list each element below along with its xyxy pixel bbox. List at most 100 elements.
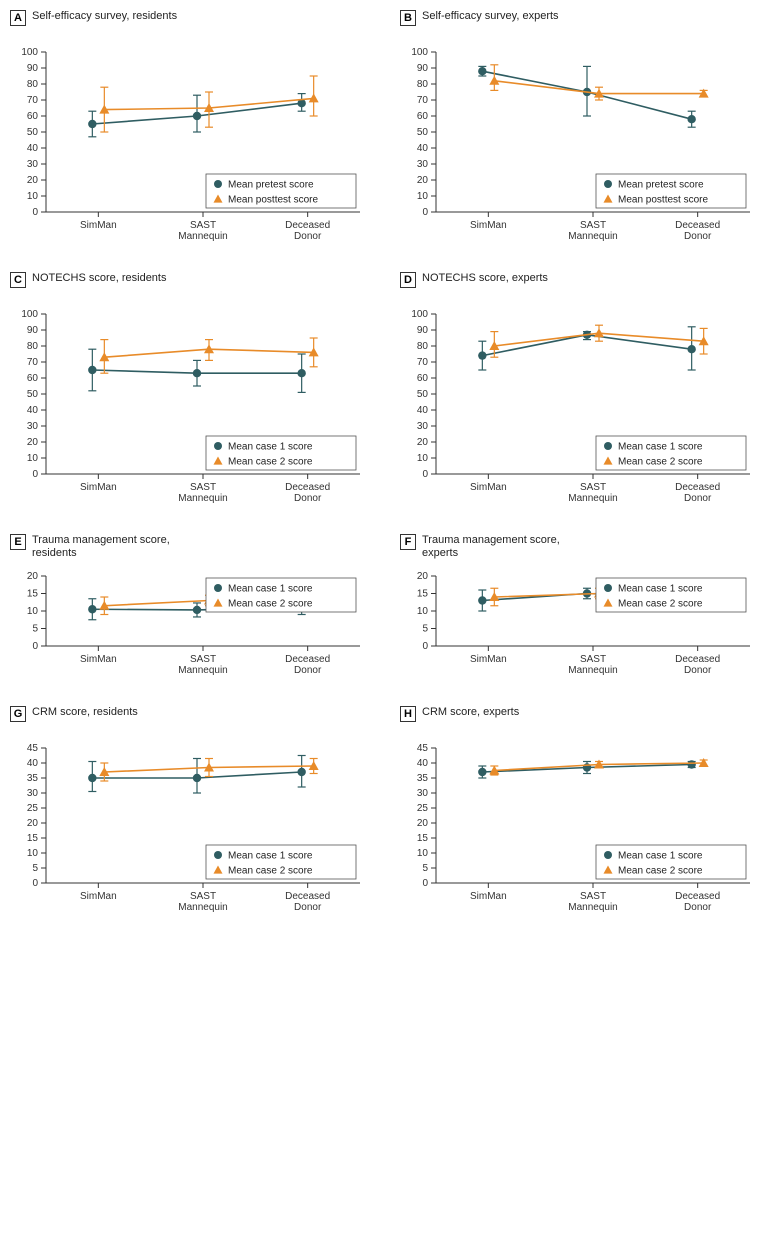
panel-letter: G bbox=[10, 706, 26, 722]
y-tick-label: 50 bbox=[27, 389, 39, 400]
legend-label: Mean posttest score bbox=[228, 195, 318, 206]
legend: Mean case 1 scoreMean case 2 score bbox=[596, 578, 746, 612]
x-tick-label: SimMan bbox=[80, 891, 117, 902]
x-tick-label: Donor bbox=[684, 902, 712, 913]
y-tick-label: 80 bbox=[27, 341, 39, 352]
y-tick-label: 0 bbox=[422, 469, 428, 480]
legend: Mean case 1 scoreMean case 2 score bbox=[206, 578, 356, 612]
y-tick-label: 70 bbox=[27, 357, 39, 368]
marker-circle bbox=[478, 351, 486, 359]
panel-c: CNOTECHS score, residents010203040506070… bbox=[10, 272, 380, 516]
x-tick-label: SimMan bbox=[470, 891, 507, 902]
legend: Mean case 1 scoreMean case 2 score bbox=[596, 436, 746, 470]
x-tick-label: Mannequin bbox=[178, 665, 227, 676]
x-tick-label: Deceased bbox=[285, 482, 330, 493]
x-tick-label: Mannequin bbox=[568, 665, 617, 676]
y-tick-label: 100 bbox=[411, 309, 428, 320]
y-tick-label: 90 bbox=[27, 325, 39, 336]
y-tick-label: 10 bbox=[27, 848, 39, 859]
y-tick-label: 15 bbox=[417, 589, 429, 600]
y-tick-label: 40 bbox=[27, 405, 39, 416]
y-tick-label: 60 bbox=[27, 111, 39, 122]
x-tick-label: Mannequin bbox=[568, 231, 617, 242]
x-tick-label: Mannequin bbox=[568, 493, 617, 504]
y-tick-label: 45 bbox=[417, 743, 429, 754]
legend-label: Mean pretest score bbox=[618, 180, 704, 191]
panel-title: CRM score, residents bbox=[32, 706, 138, 719]
legend-label: Mean case 2 score bbox=[618, 457, 703, 468]
y-tick-label: 30 bbox=[27, 788, 39, 799]
y-tick-label: 40 bbox=[417, 405, 429, 416]
y-tick-label: 5 bbox=[422, 624, 428, 635]
y-tick-label: 50 bbox=[27, 127, 39, 138]
panel-letter: E bbox=[10, 534, 26, 550]
y-tick-label: 40 bbox=[27, 758, 39, 769]
y-tick-label: 60 bbox=[417, 111, 429, 122]
legend-label: Mean case 2 score bbox=[618, 866, 703, 877]
x-tick-label: SAST bbox=[190, 891, 216, 902]
marker-circle bbox=[193, 369, 201, 377]
x-tick-label: Deceased bbox=[675, 891, 720, 902]
chart-wrap: 051015202530354045SimManSASTMannequinDec… bbox=[400, 740, 770, 925]
legend-label: Mean case 2 score bbox=[228, 599, 313, 610]
legend: Mean case 1 score Mean case 2 score bbox=[596, 845, 746, 879]
y-tick-label: 40 bbox=[27, 143, 39, 154]
x-tick-label: SAST bbox=[580, 482, 606, 493]
y-tick-label: 45 bbox=[27, 743, 39, 754]
y-tick-label: 20 bbox=[27, 175, 39, 186]
y-tick-label: 80 bbox=[27, 79, 39, 90]
x-tick-label: Donor bbox=[684, 231, 712, 242]
marker-circle bbox=[478, 768, 486, 776]
y-tick-label: 35 bbox=[27, 773, 39, 784]
y-tick-label: 20 bbox=[417, 175, 429, 186]
panel-h: HCRM score, experts051015202530354045Sim… bbox=[400, 706, 770, 925]
x-tick-label: SAST bbox=[190, 482, 216, 493]
y-tick-label: 30 bbox=[27, 159, 39, 170]
x-tick-label: SAST bbox=[580, 891, 606, 902]
chart: 05101520SimManSASTMannequinDeceasedDonor… bbox=[10, 568, 370, 688]
panel-letter: F bbox=[400, 534, 416, 550]
legend-label: Mean case 1 score bbox=[618, 584, 703, 595]
marker-circle bbox=[88, 366, 96, 374]
chart-wrap: 0102030405060708090100SimManSASTMannequi… bbox=[400, 44, 770, 254]
panel-header: FTrauma management score,experts bbox=[400, 534, 770, 564]
panel-title: Trauma management score,residents bbox=[32, 534, 170, 560]
panel-title: Self-efficacy survey, experts bbox=[422, 10, 559, 23]
y-tick-label: 20 bbox=[417, 818, 429, 829]
panel-b: B Self-efficacy survey, experts 0102030405… bbox=[400, 10, 770, 254]
panel-f: FTrauma management score,experts05101520… bbox=[400, 534, 770, 688]
y-tick-label: 20 bbox=[417, 571, 429, 582]
x-tick-label: Donor bbox=[294, 665, 322, 676]
panel-header: G CRM score, residents bbox=[10, 706, 380, 736]
marker-circle bbox=[687, 345, 695, 353]
panel-e: E Trauma management score,residents 051015… bbox=[10, 534, 380, 688]
y-tick-label: 15 bbox=[27, 589, 39, 600]
legend: Mean case 1 scoreMean case 2 score bbox=[206, 436, 356, 470]
y-tick-label: 30 bbox=[27, 421, 39, 432]
legend-label: Mean case 2 score bbox=[228, 457, 313, 468]
legend: Mean pretest scoreMean posttest score bbox=[206, 174, 356, 208]
y-tick-label: 20 bbox=[27, 437, 39, 448]
y-tick-label: 10 bbox=[27, 191, 39, 202]
chart: 0102030405060708090100SimManSASTMannequi… bbox=[400, 306, 760, 516]
panel-d: DNOTECHS score, experts01020304050607080… bbox=[400, 272, 770, 516]
y-tick-label: 5 bbox=[32, 624, 38, 635]
panel-header: ASelf-efficacy survey, residents bbox=[10, 10, 380, 40]
chart-wrap: 05101520SimManSASTMannequinDeceasedDonor… bbox=[10, 568, 380, 688]
panel-letter: B bbox=[400, 10, 416, 26]
y-tick-label: 10 bbox=[417, 606, 429, 617]
panel-title: NOTECHS score, residents bbox=[32, 272, 166, 285]
legend-label: Mean case 1 score bbox=[618, 851, 703, 862]
marker-circle bbox=[478, 596, 486, 604]
y-tick-label: 40 bbox=[417, 758, 429, 769]
y-tick-label: 70 bbox=[27, 95, 39, 106]
y-tick-label: 60 bbox=[27, 373, 39, 384]
legend-label: Mean case 2 score bbox=[228, 866, 313, 877]
x-tick-label: SimMan bbox=[80, 482, 117, 493]
y-tick-label: 80 bbox=[417, 79, 429, 90]
y-tick-label: 20 bbox=[417, 437, 429, 448]
y-tick-label: 10 bbox=[417, 453, 429, 464]
chart: 051015202530354045SimManSASTMannequinDec… bbox=[10, 740, 370, 925]
panel-title: NOTECHS score, experts bbox=[422, 272, 548, 285]
x-tick-label: Donor bbox=[684, 665, 712, 676]
